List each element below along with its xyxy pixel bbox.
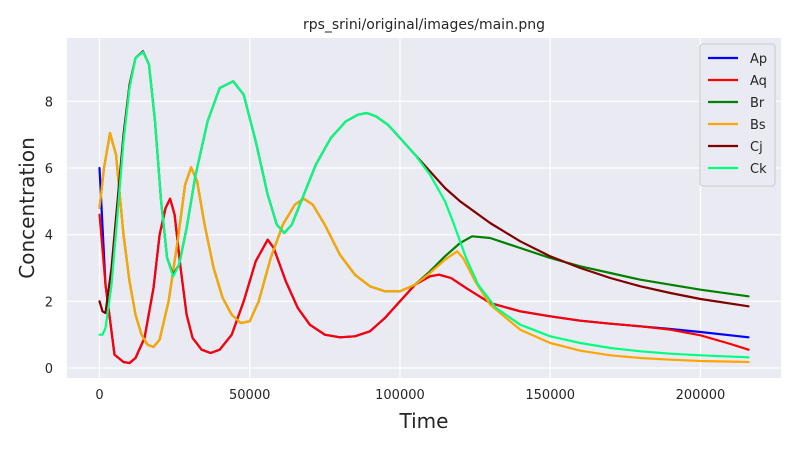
y-tick-label: 4	[45, 229, 53, 244]
y-axis-label: Concentration	[15, 137, 39, 278]
chart-title: rps_srini/original/images/main.png	[303, 17, 545, 33]
legend-label: Cj	[750, 140, 763, 155]
legend-label: Bs	[750, 118, 766, 133]
series-line-bs	[98, 131, 750, 364]
legend-label: Ck	[750, 162, 767, 177]
y-tick-label: 0	[45, 362, 53, 377]
tick-labels: 0 50000 100000 150000 200000 0 2 4 6 8	[45, 95, 726, 403]
series-line-aq	[98, 197, 750, 365]
plot-area	[67, 38, 781, 378]
y-tick-label: 2	[45, 295, 53, 310]
x-tick-label: 100000	[375, 388, 425, 403]
x-axis-label: Time	[399, 409, 449, 433]
x-tick-label: 150000	[525, 388, 575, 403]
series-line-ck	[98, 50, 750, 359]
legend: Ap Aq Br Bs Cj Ck	[699, 43, 776, 187]
y-tick-label: 8	[45, 95, 53, 110]
y-tick-label: 6	[45, 162, 53, 177]
x-tick-label: 50000	[229, 388, 270, 403]
series-lines	[98, 50, 750, 365]
x-tick-label: 0	[95, 388, 103, 403]
x-tick-label: 200000	[676, 388, 726, 403]
legend-label: Aq	[750, 74, 767, 89]
legend-label: Br	[750, 96, 765, 111]
legend-label: Ap	[750, 52, 767, 67]
